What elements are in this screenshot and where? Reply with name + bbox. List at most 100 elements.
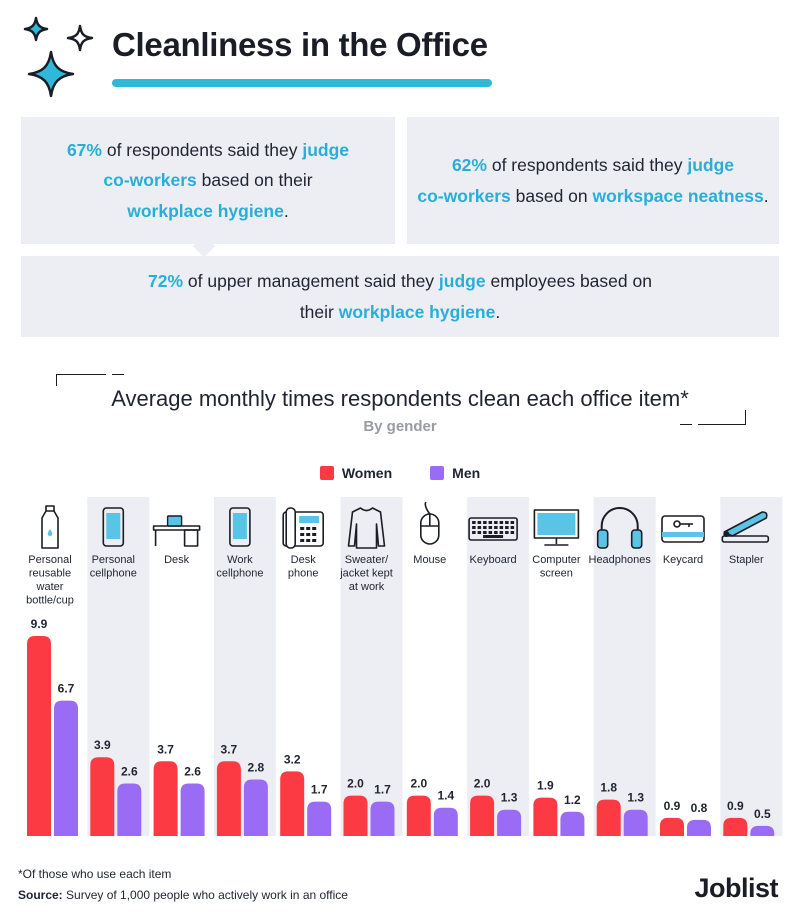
bar-women — [280, 771, 305, 836]
column-band — [340, 497, 403, 836]
stat-box-upper-management: 72% of upper management said they judge … — [21, 256, 779, 337]
value-label: 0.9 — [727, 799, 744, 813]
bar-women — [90, 757, 115, 836]
bar-women — [596, 799, 621, 836]
bar-men — [560, 811, 585, 836]
category-label: Keyboard — [470, 554, 517, 566]
bar-men — [243, 779, 268, 836]
category-label: Keycard — [663, 554, 703, 566]
bar-women — [723, 817, 748, 836]
stat-phrase: . — [495, 301, 501, 322]
source-line: Source: Survey of 1,000 people who activ… — [18, 888, 348, 902]
category-label: Work cellphone — [216, 554, 263, 580]
work-cellphone-icon — [229, 507, 251, 547]
category-label: Stapler — [729, 554, 764, 566]
value-label: 0.9 — [664, 799, 681, 813]
legend-label-women: Women — [341, 465, 393, 481]
highlight-text: workplace hygiene — [127, 200, 284, 221]
column-band — [213, 497, 276, 836]
bar-men — [497, 809, 522, 836]
stat-phrase: based on — [510, 185, 593, 206]
bar-women — [660, 817, 684, 836]
stat-text: 67% of respondents said they judge co-wor… — [67, 135, 349, 227]
value-label: 2.6 — [184, 764, 201, 778]
source-label: Source: — [18, 888, 63, 902]
legend-item-women: Women — [319, 465, 393, 481]
source-text: Survey of 1,000 people who actively work… — [62, 888, 348, 902]
value-label: 1.2 — [564, 793, 581, 807]
value-label: 2.0 — [474, 777, 491, 791]
title-bracket-dash — [680, 424, 692, 425]
column-band — [720, 497, 783, 836]
value-label: 3.7 — [157, 742, 174, 756]
value-label: 1.7 — [374, 783, 391, 797]
highlight-text: judge — [687, 154, 735, 175]
bar-men — [117, 783, 142, 836]
bar-women — [470, 795, 495, 836]
bar-women — [153, 761, 178, 836]
value-label: 1.9 — [537, 779, 554, 793]
column-band — [593, 497, 656, 836]
page-title: Cleanliness in the Office — [112, 26, 488, 63]
bar-men — [180, 783, 205, 836]
value-label: 1.3 — [627, 791, 644, 805]
stat-phrase: based on their — [196, 170, 313, 191]
legend-item-men: Men — [430, 465, 480, 481]
category-label: Headphones — [589, 554, 652, 566]
highlight-text: 72% — [148, 270, 184, 291]
stat-phrase: their — [299, 301, 339, 322]
stat-box-coworker-hygiene: 67% of respondents said they judge co-wor… — [21, 117, 395, 244]
stat-phrase: . — [283, 200, 289, 221]
bar-men — [623, 809, 648, 836]
value-label: 6.7 — [58, 682, 75, 696]
chart-title: Average monthly times respondents clean … — [111, 386, 689, 411]
desk-icon — [152, 515, 201, 547]
bar-men — [750, 825, 775, 836]
value-label: 9.9 — [31, 617, 48, 631]
stapler-icon — [721, 511, 770, 543]
computer-screen-icon — [533, 509, 580, 546]
value-label: 1.8 — [600, 781, 617, 795]
bar-men — [433, 807, 458, 836]
category-label: Computer screen — [532, 554, 581, 580]
highlight-text: workspace neatness — [592, 185, 764, 206]
stat-phrase: of upper management said they — [183, 270, 439, 291]
stat-text: 62% of respondents said they judge co-wor… — [417, 150, 768, 211]
desk-phone-icon — [282, 507, 325, 549]
bar-men — [307, 801, 332, 836]
highlight-text: judge — [302, 139, 350, 160]
value-label: 2.6 — [121, 764, 138, 778]
highlight-text: judge — [438, 270, 486, 291]
stat-phrase: . — [763, 185, 769, 206]
category-label: Desk — [164, 554, 190, 566]
footnote: *Of those who use each item — [18, 867, 172, 881]
bar-men — [370, 801, 395, 836]
mouse-icon — [419, 501, 440, 545]
title-underline — [112, 79, 492, 87]
title-bracket-dash — [112, 374, 124, 375]
bar-women — [216, 761, 241, 836]
value-label: 3.2 — [284, 752, 301, 766]
value-label: 1.3 — [501, 791, 518, 805]
category-label: Personal reusable water bottle/cup — [26, 554, 74, 607]
legend-label-men: Men — [452, 465, 481, 481]
keycard-icon — [661, 515, 705, 543]
value-label: 2.0 — [347, 777, 364, 791]
legend-swatch-women — [319, 466, 334, 480]
stat-phrase: of respondents said they — [101, 139, 303, 160]
value-label: 1.7 — [311, 783, 328, 797]
chart-subtitle: By gender — [363, 418, 437, 435]
highlight-text: 67% — [66, 139, 102, 160]
stat-phrase: of respondents said they — [486, 154, 688, 175]
value-label: 3.9 — [94, 738, 111, 752]
title-bracket-top-left — [56, 374, 106, 386]
value-label: 2.8 — [248, 760, 265, 774]
bar-women — [27, 636, 51, 836]
value-label: 1.4 — [437, 789, 454, 803]
legend-swatch-men — [430, 466, 445, 480]
value-label: 3.7 — [221, 742, 238, 756]
highlight-text: 62% — [451, 154, 487, 175]
title-bracket-bottom-right — [698, 410, 746, 425]
stat-phrase: employees based on — [485, 270, 652, 291]
value-label: 0.5 — [754, 807, 771, 821]
